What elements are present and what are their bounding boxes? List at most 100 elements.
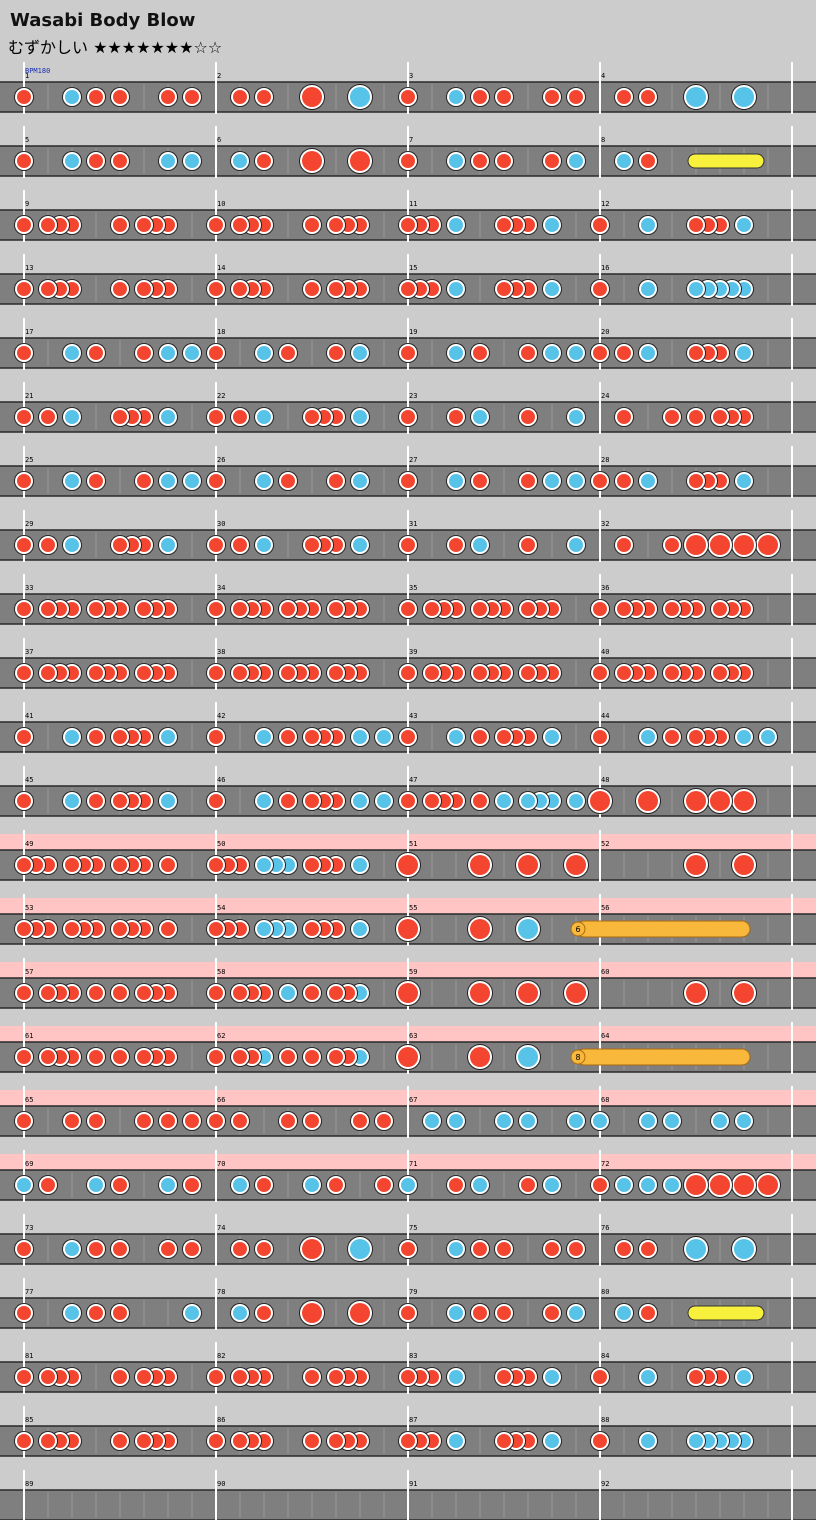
note [590,1431,610,1451]
note-face [545,90,559,104]
note [14,663,34,683]
note [398,791,418,811]
note-face [401,1178,415,1192]
measure-number: 67 [409,1096,417,1104]
note [230,1431,250,1451]
note [206,599,226,619]
note-face [185,1114,199,1128]
note-face [521,602,535,616]
note-face [305,1178,319,1192]
note-face [449,1242,463,1256]
note-face [470,983,490,1003]
note [518,791,538,811]
note-face [401,1370,415,1384]
note [254,855,274,875]
note [278,599,298,619]
note-face [710,791,730,811]
note [254,791,274,811]
note-face [329,1434,343,1448]
note-face [617,90,631,104]
note-face [545,346,559,360]
note [110,407,130,427]
note-face [257,474,271,488]
note [350,1111,370,1131]
note-face [350,87,370,107]
big-note [683,1236,709,1262]
note [470,407,490,427]
note [302,1047,322,1067]
note-face [302,87,322,107]
drumroll [687,153,765,169]
note-face [737,730,751,744]
note [110,535,130,555]
note-face [497,218,511,232]
note [302,727,322,747]
note-face [665,1114,679,1128]
note [182,151,202,171]
note-face [329,1050,343,1064]
note-face [734,791,754,811]
note [398,727,418,747]
big-note [347,84,373,110]
note [14,1431,34,1451]
note [110,1047,130,1067]
note [518,663,538,683]
note-face [281,1050,295,1064]
measure-number: 54 [217,904,225,912]
big-note [563,980,589,1006]
note-face [329,1178,343,1192]
big-note [395,916,421,942]
note-face [161,410,175,424]
note [278,791,298,811]
note-face [89,602,103,616]
measure-number: 8 [601,136,605,144]
note [38,983,58,1003]
note-face [473,538,487,552]
note [86,1175,106,1195]
note [134,983,154,1003]
measure-number: 60 [601,968,609,976]
measure-number: 66 [217,1096,225,1104]
big-note [755,1172,781,1198]
note-face [641,90,655,104]
note-face [569,538,583,552]
note [686,343,706,363]
note [14,855,34,875]
note-face [65,410,79,424]
measure-number: 45 [25,776,33,784]
note-face [353,1114,367,1128]
note-face [641,1306,655,1320]
note-face [569,154,583,168]
note [614,343,634,363]
note [374,1111,394,1131]
note-face [665,1178,679,1192]
note [446,1111,466,1131]
note-face [41,538,55,552]
note [182,1303,202,1323]
note-face [233,154,247,168]
note-face [185,1306,199,1320]
note-face [518,1047,538,1067]
note-face [113,1178,127,1192]
note [38,663,58,683]
note-face [686,855,706,875]
note-face [665,730,679,744]
note-face [569,1114,583,1128]
note [182,87,202,107]
note [446,471,466,491]
measure-number: 56 [601,904,609,912]
note-face [209,666,223,680]
note [566,471,586,491]
note [686,1431,706,1451]
note-face [17,154,31,168]
note-face [518,983,538,1003]
note-face [737,1370,751,1384]
note [758,727,778,747]
note-face [65,922,79,936]
note [398,599,418,619]
note [662,535,682,555]
note [734,1367,754,1387]
note-face [449,538,463,552]
note [398,215,418,235]
big-note [683,1172,709,1198]
